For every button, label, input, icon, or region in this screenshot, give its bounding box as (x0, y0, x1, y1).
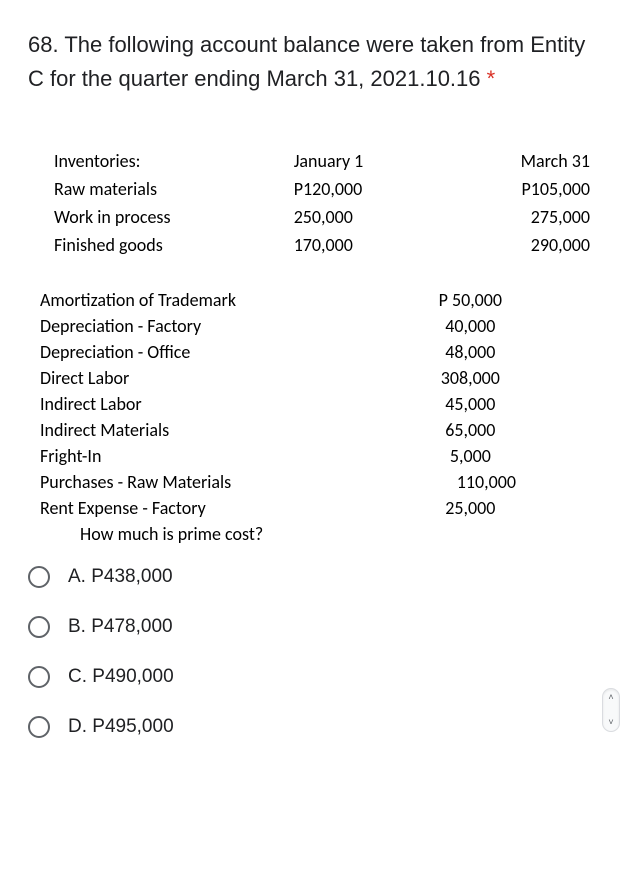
table-row: Depreciation - Factory 40,000 (40, 314, 556, 338)
option-label: D. P495,000 (68, 716, 174, 738)
subquestion-text: How much is prime cost? (40, 522, 556, 546)
table-row: Purchases - Raw Materials 110,000 (40, 470, 556, 494)
line-item-value: 5,000 (385, 444, 556, 468)
chevron-down-icon: ˅ (608, 718, 613, 727)
data-tables: Inventories: January 1 March 31 Raw mate… (52, 146, 602, 548)
line-item-label: Fright-In (40, 444, 383, 468)
inventories-table: Inventories: January 1 March 31 Raw mate… (52, 146, 592, 260)
radio-icon (28, 666, 50, 688)
question-text: 68. The following account balance were t… (28, 28, 602, 96)
question-body: The following account balance were taken… (28, 32, 585, 91)
line-item-label: Direct Labor (40, 366, 383, 390)
option-b[interactable]: B. P478,000 (28, 616, 602, 638)
line-item-label: Purchases - Raw Materials (40, 470, 383, 494)
table-row: Direct Labor 308,000 (40, 366, 556, 390)
inv-row-jan: 250,000 (294, 204, 430, 230)
table-row: Amortization of Trademark P 50,000 (40, 288, 556, 312)
line-item-value: P 50,000 (385, 288, 556, 312)
line-item-value: 110,000 (385, 470, 556, 494)
line-item-value: 45,000 (385, 392, 556, 416)
line-item-label: Amortization of Trademark (40, 288, 383, 312)
inv-row-label: Raw materials (54, 176, 292, 202)
required-asterisk: * (487, 66, 496, 91)
inventories-col2-header: March 31 (432, 148, 590, 174)
line-item-value: 25,000 (385, 496, 556, 520)
option-c[interactable]: C. P490,000 (28, 666, 602, 688)
line-item-value: 65,000 (385, 418, 556, 442)
table-row: Finished goods 170,000 290,000 (54, 232, 590, 258)
radio-icon (28, 566, 50, 588)
table-row: Indirect Materials 65,000 (40, 418, 556, 442)
option-d[interactable]: D. P495,000 (28, 716, 602, 738)
inv-row-jan: 170,000 (294, 232, 430, 258)
table-row: Work in process 250,000 275,000 (54, 204, 590, 230)
chevron-up-icon: ˄ (608, 693, 613, 702)
line-item-label: Depreciation - Office (40, 340, 383, 364)
inv-row-mar: 275,000 (432, 204, 590, 230)
line-item-value: 40,000 (385, 314, 556, 338)
option-label: A. P438,000 (68, 566, 173, 588)
line-item-value: 308,000 (385, 366, 556, 390)
radio-icon (28, 716, 50, 738)
inv-row-label: Finished goods (54, 232, 292, 258)
table-row: Raw materials P120,000 P105,000 (54, 176, 590, 202)
inventories-col1-header: January 1 (294, 148, 430, 174)
table-row: Indirect Labor 45,000 (40, 392, 556, 416)
inv-row-label: Work in process (54, 204, 292, 230)
inv-row-mar: 290,000 (432, 232, 590, 258)
line-items-table: Amortization of Trademark P 50,000 Depre… (38, 286, 558, 548)
option-label: B. P478,000 (68, 616, 173, 638)
line-item-label: Indirect Materials (40, 418, 383, 442)
option-a[interactable]: A. P438,000 (28, 566, 602, 588)
line-item-label: Indirect Labor (40, 392, 383, 416)
line-item-label: Rent Expense - Factory (40, 496, 383, 520)
inv-row-jan: P120,000 (294, 176, 430, 202)
line-item-value: 48,000 (385, 340, 556, 364)
table-row: Depreciation - Office 48,000 (40, 340, 556, 364)
scroll-widget[interactable]: ˄ ˅ (602, 688, 620, 732)
question-number: 68. (28, 32, 59, 57)
subquestion-row: How much is prime cost? (40, 522, 556, 546)
option-label: C. P490,000 (68, 666, 174, 688)
inv-row-mar: P105,000 (432, 176, 590, 202)
question-card: 68. The following account balance were t… (0, 0, 630, 766)
radio-icon (28, 616, 50, 638)
table-row: Rent Expense - Factory 25,000 (40, 496, 556, 520)
line-item-label: Depreciation - Factory (40, 314, 383, 338)
inventories-header-label: Inventories: (54, 148, 292, 174)
options-group: A. P438,000 B. P478,000 C. P490,000 D. P… (28, 566, 602, 738)
table-row: Fright-In 5,000 (40, 444, 556, 468)
